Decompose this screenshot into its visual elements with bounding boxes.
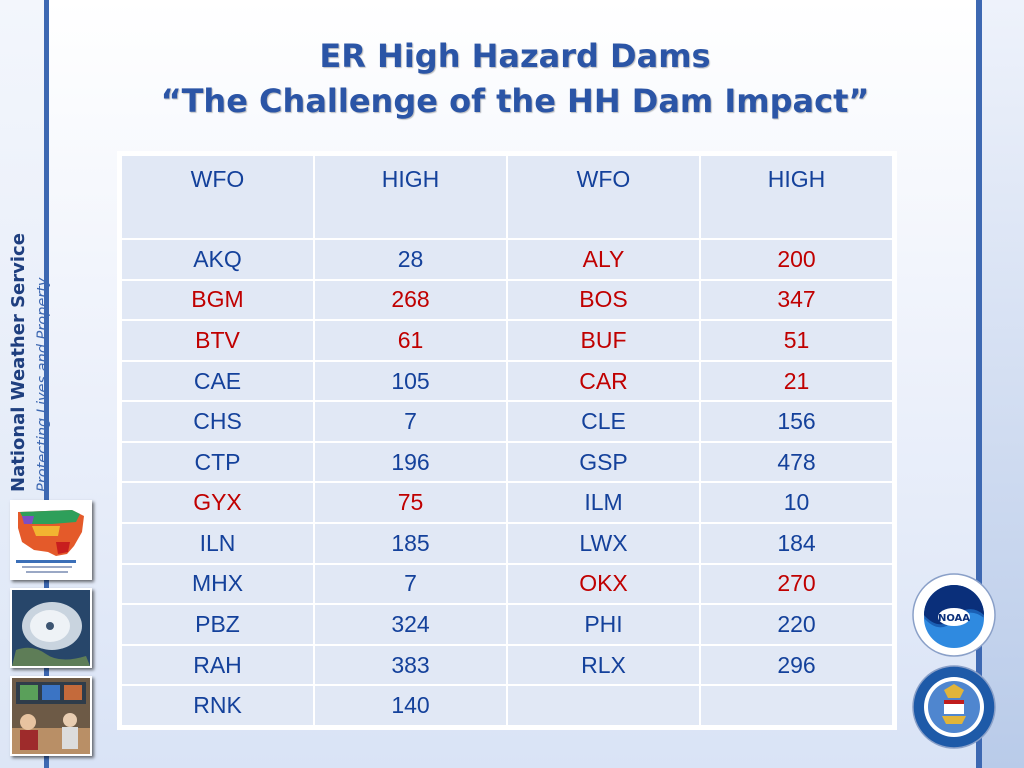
high-cell: 196 (313, 440, 508, 484)
wfo-cell: CTP (120, 440, 315, 484)
wfo-cell: BUF (506, 319, 701, 362)
high-cell: 51 (699, 319, 894, 362)
table-row: RAH 383 RLX 296 (120, 643, 894, 687)
wfo-cell: OKX (506, 562, 701, 606)
high-cell: 347 (699, 278, 894, 322)
table-row: AKQ 28 ALY 200 (120, 238, 894, 281)
left-divider (44, 0, 49, 768)
header-cell: HIGH (699, 154, 894, 240)
right-sidebar-band (982, 0, 1024, 768)
wfo-cell: ILN (120, 522, 315, 565)
department-of-commerce-seal (911, 664, 997, 750)
right-divider (976, 0, 982, 768)
wfo-cell: CAE (120, 359, 315, 403)
slide-title: ER High Hazard Dams “The Challenge of th… (120, 34, 910, 124)
wfo-cell (506, 684, 701, 727)
wfo-cell: CAR (506, 359, 701, 403)
high-cell: 478 (699, 440, 894, 484)
forecast-office-thumbnail (10, 676, 92, 756)
header-cell: HIGH (313, 154, 508, 240)
wfo-cell: AKQ (120, 238, 315, 281)
table-row: CHS 7 CLE 156 (120, 400, 894, 443)
sidebar-branding: National Weather Service Protecting Live… (8, 233, 54, 492)
high-cell: 220 (699, 603, 894, 646)
high-cell: 156 (699, 400, 894, 443)
table-row: GYX 75 ILM 10 (120, 481, 894, 525)
high-cell: 105 (313, 359, 508, 403)
wfo-cell: LWX (506, 522, 701, 565)
dams-table-frame: WFO HIGH WFO HIGH AKQ 28 ALY 200 BGM 268 BOS 34… (117, 151, 897, 730)
high-cell: 75 (313, 481, 508, 525)
wfo-cell: ALY (506, 238, 701, 281)
wfo-cell: PBZ (120, 603, 315, 646)
wfo-cell: GYX (120, 481, 315, 525)
high-cell: 28 (313, 238, 508, 281)
high-cell (699, 684, 894, 727)
hurricane-satellite-thumbnail (10, 588, 92, 668)
high-cell: 61 (313, 319, 508, 362)
high-cell: 7 (313, 562, 508, 606)
high-cell: 140 (313, 684, 508, 727)
title-line-2: “The Challenge of the HH Dam Impact” (160, 82, 870, 120)
wfo-cell: RLX (506, 643, 701, 687)
table-row: ILN 185 LWX 184 (120, 522, 894, 565)
wfo-cell: GSP (506, 440, 701, 484)
temperature-map-thumbnail (10, 500, 92, 580)
org-name: National Weather Service (8, 233, 29, 492)
wfo-cell: MHX (120, 562, 315, 606)
table-row: CTP 196 GSP 478 (120, 440, 894, 484)
table-row: BTV 61 BUF 51 (120, 319, 894, 362)
wfo-cell: RAH (120, 643, 315, 687)
wfo-cell: BTV (120, 319, 315, 362)
high-cell: 185 (313, 522, 508, 565)
high-cell: 21 (699, 359, 894, 403)
table-row: PBZ 324 PHI 220 (120, 603, 894, 646)
high-cell: 184 (699, 522, 894, 565)
table-row: BGM 268 BOS 347 (120, 278, 894, 322)
noaa-logo: NOAA (911, 572, 997, 658)
table-header-row: WFO HIGH WFO HIGH (120, 154, 894, 240)
dams-table: WFO HIGH WFO HIGH AKQ 28 ALY 200 BGM 268 BOS 34… (120, 154, 894, 727)
high-cell: 324 (313, 603, 508, 646)
high-cell: 200 (699, 238, 894, 281)
title-line-1: ER High Hazard Dams (319, 37, 711, 75)
wfo-cell: BGM (120, 278, 315, 322)
high-cell: 7 (313, 400, 508, 443)
high-cell: 270 (699, 562, 894, 606)
table-row: RNK 140 (120, 684, 894, 727)
table-row: CAE 105 CAR 21 (120, 359, 894, 403)
wfo-cell: RNK (120, 684, 315, 727)
table-row: MHX 7 OKX 270 (120, 562, 894, 606)
header-cell: WFO (506, 154, 701, 240)
wfo-cell: CHS (120, 400, 315, 443)
high-cell: 383 (313, 643, 508, 687)
high-cell: 268 (313, 278, 508, 322)
high-cell: 10 (699, 481, 894, 525)
svg-text:NOAA: NOAA (938, 613, 970, 624)
org-tagline: Protecting Lives and Property (35, 277, 51, 492)
wfo-cell: BOS (506, 278, 701, 322)
wfo-cell: PHI (506, 603, 701, 646)
header-cell: WFO (120, 154, 315, 240)
high-cell: 296 (699, 643, 894, 687)
wfo-cell: CLE (506, 400, 701, 443)
wfo-cell: ILM (506, 481, 701, 525)
